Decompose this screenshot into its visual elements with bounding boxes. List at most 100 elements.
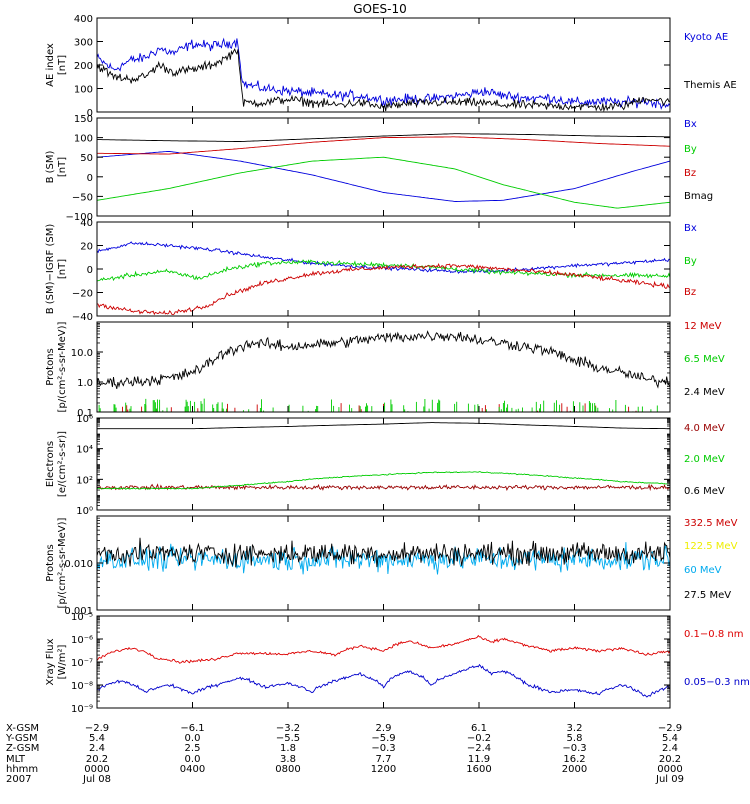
legend-entry: 6.5 MeV <box>684 354 725 365</box>
y-tick-label: 0 <box>87 108 93 119</box>
x-axis-value: 6.1 <box>471 723 487 734</box>
legend-entry: 60 MeV <box>684 565 722 576</box>
legend-entry: Themis AE <box>683 80 737 91</box>
legend-entry: Bz <box>684 287 696 298</box>
y-tick-label: 150 <box>74 114 93 125</box>
y-tick-label: 20 <box>80 242 93 253</box>
y-axis-unit: [nT] <box>57 157 68 177</box>
panel-frame <box>96 417 671 511</box>
panel-frame <box>96 17 671 113</box>
series-line-Bz <box>97 136 670 155</box>
legend-entry: 4.0 MeV <box>684 423 725 434</box>
series-line-0.1−0.8 nm <box>97 634 670 664</box>
series-line-27.5 MeV <box>97 537 670 568</box>
y-tick-label: 10⁻⁶ <box>71 635 93 646</box>
legend-entry: 12 MeV <box>684 321 722 332</box>
legend-entry: Kyoto AE <box>684 32 728 43</box>
y-tick-label: −50 <box>72 192 93 203</box>
legend-entry: Bz <box>684 168 696 179</box>
y-tick-label: 300 <box>74 38 93 49</box>
series-line-By <box>97 259 670 282</box>
x-axis-value: 7.7 <box>376 754 392 765</box>
x-axis-value: 5.8 <box>567 733 583 744</box>
x-axis-value: −3.2 <box>276 723 300 734</box>
y-axis-label: Electrons <box>45 441 56 487</box>
legend-entry: 0.05−0.3 nm <box>684 677 750 688</box>
y-axis-label: Xray Flux <box>45 638 56 685</box>
x-axis-row-label: X-GSM <box>6 723 39 734</box>
y-tick-label: 200 <box>74 61 93 72</box>
x-axis-value: −5.9 <box>371 733 395 744</box>
x-axis-value: −2.4 <box>467 743 491 754</box>
y-tick-label: 10⁶ <box>76 414 93 425</box>
y-axis-unit: [nT] <box>57 259 68 279</box>
x-axis-date-label: Jul 08 <box>82 774 111 785</box>
x-axis-value: 20.2 <box>86 754 108 765</box>
y-tick-label: 0.1 <box>77 408 93 419</box>
x-axis-value: 2000 <box>562 764 587 775</box>
y-tick-label: 0 <box>87 173 93 184</box>
y-tick-label: 10⁻⁸ <box>71 681 93 692</box>
x-axis-value: −0.3 <box>371 743 395 754</box>
y-axis-label: Protons <box>45 544 56 581</box>
y-tick-label: 400 <box>74 14 93 25</box>
y-axis-unit: [e/(cm²-s-sr)] <box>57 431 68 497</box>
x-axis-value: 2.4 <box>89 743 105 754</box>
x-axis-value: 16.2 <box>563 754 585 765</box>
x-axis-value: 1200 <box>371 764 396 775</box>
legend-entry: Bx <box>684 223 697 234</box>
y-tick-label: 50 <box>80 153 93 164</box>
x-axis-value: 0400 <box>180 764 205 775</box>
y-axis-label: B (SM) <box>45 150 56 183</box>
x-axis-row-label: hhmm <box>6 764 38 775</box>
x-axis-value: 3.8 <box>280 754 296 765</box>
x-axis-value: 5.4 <box>89 733 105 744</box>
x-axis-value: 5.4 <box>662 733 678 744</box>
y-tick-label: 0.010 <box>64 559 93 570</box>
x-axis-value: −5.5 <box>276 733 300 744</box>
series-line-Bx <box>97 241 670 274</box>
y-axis-unit: [W/m²] <box>57 644 68 679</box>
x-axis-value: −2.9 <box>658 723 682 734</box>
panel-frame <box>96 221 671 317</box>
y-tick-label: 10.0 <box>71 348 93 359</box>
legend-entry: By <box>684 256 697 267</box>
x-axis-row-label: Y-GSM <box>5 733 38 744</box>
y-tick-label: 0.001 <box>64 606 93 617</box>
x-axis-value: 3.2 <box>567 723 583 734</box>
x-axis-value: 0000 <box>84 764 109 775</box>
x-axis-row-label: Z-GSM <box>6 743 39 754</box>
series-line-12 MeV <box>110 403 637 412</box>
y-tick-label: 10⁻⁹ <box>71 704 93 715</box>
series-line-Bx <box>97 150 670 202</box>
y-axis-unit: [p/(cm²-s-sr-MeV)] <box>57 321 68 412</box>
x-axis-value: 20.2 <box>659 754 681 765</box>
y-tick-label: 10⁰ <box>76 506 93 517</box>
legend-entry: 122.5 MeV <box>684 541 738 552</box>
legend-entry: Bx <box>684 119 697 130</box>
panel-frame <box>96 615 671 709</box>
legend-entry: Bmag <box>684 191 713 202</box>
series-line-4.0 MeV <box>97 483 670 492</box>
series-line-0.05−0.3 nm <box>97 663 670 698</box>
x-axis-value: 1600 <box>466 764 491 775</box>
x-axis-value: −2.9 <box>85 723 109 734</box>
x-axis-value: 2.9 <box>376 723 392 734</box>
series-line-2.4 MeV <box>97 330 670 390</box>
series-line-0.6 MeV <box>97 422 670 430</box>
y-tick-label: 40 <box>80 218 93 229</box>
x-axis-value: 2.5 <box>185 743 201 754</box>
legend-entry: 27.5 MeV <box>684 590 731 601</box>
panel-frame <box>96 117 671 217</box>
legend-entry: 2.0 MeV <box>684 454 725 465</box>
y-axis-label: Protons <box>45 348 56 385</box>
legend-entry: 332.5 MeV <box>684 518 738 529</box>
series-line-Kyoto AE <box>97 37 670 111</box>
y-tick-label: 10⁴ <box>76 445 93 456</box>
y-axis-unit: [p/(cm²-s-sr-MeV)] <box>57 517 68 608</box>
legend-entry: By <box>684 144 697 155</box>
x-axis-value: 1.8 <box>280 743 296 754</box>
y-tick-label: −40 <box>72 312 93 323</box>
y-tick-label: −100 <box>66 212 93 223</box>
